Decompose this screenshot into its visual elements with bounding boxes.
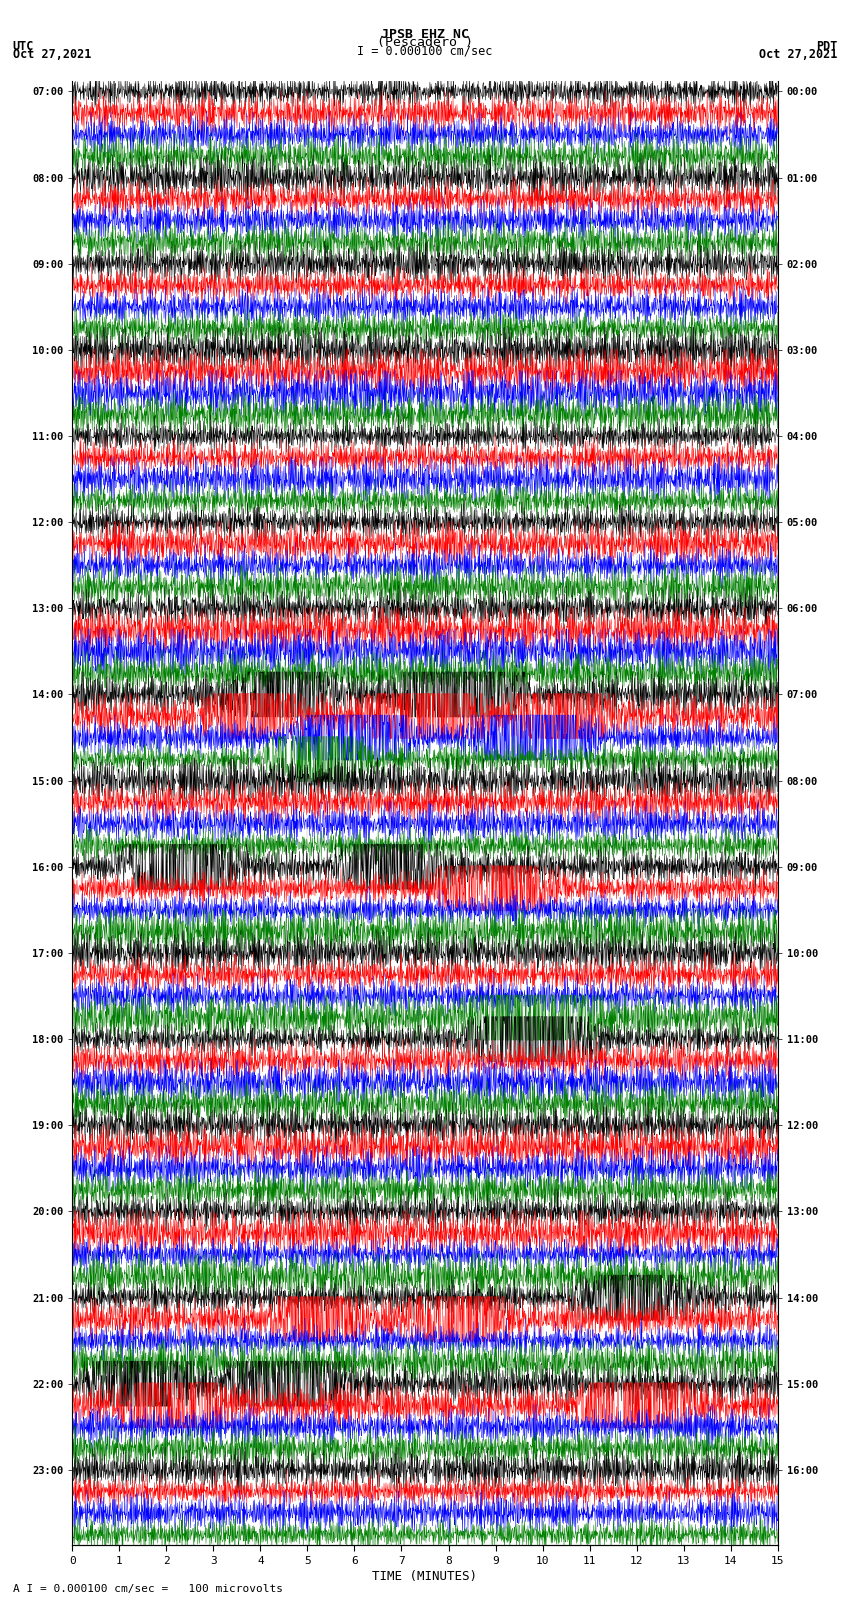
Text: Oct 27,2021: Oct 27,2021 bbox=[13, 48, 91, 61]
Text: I = 0.000100 cm/sec: I = 0.000100 cm/sec bbox=[357, 44, 493, 58]
Text: JPSB EHZ NC: JPSB EHZ NC bbox=[381, 27, 469, 40]
Text: A I = 0.000100 cm/sec =   100 microvolts: A I = 0.000100 cm/sec = 100 microvolts bbox=[13, 1584, 283, 1594]
X-axis label: TIME (MINUTES): TIME (MINUTES) bbox=[372, 1569, 478, 1582]
Text: UTC: UTC bbox=[13, 40, 34, 53]
Text: Oct 27,2021: Oct 27,2021 bbox=[759, 48, 837, 61]
Text: PDT: PDT bbox=[816, 40, 837, 53]
Text: (Pescadero ): (Pescadero ) bbox=[377, 35, 473, 50]
